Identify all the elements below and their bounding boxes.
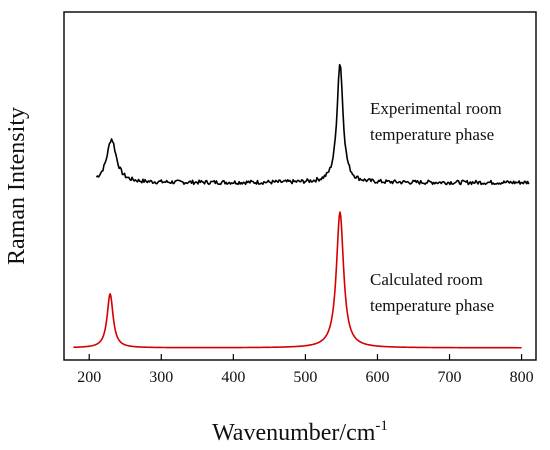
x-axis-ticks (88, 354, 523, 360)
series-line-calculated (73, 211, 522, 349)
x-tick-label: 700 (438, 369, 462, 386)
series-line-experimental (95, 63, 530, 186)
annotation-experimental-line1: Experimental room (370, 99, 502, 118)
x-tick-label: 800 (510, 369, 534, 386)
x-axis-label-superscript: -1 (375, 418, 388, 434)
x-tick-label: 300 (149, 369, 173, 386)
annotation-experimental-line2: temperature phase (370, 125, 494, 144)
x-tick-label: 400 (221, 369, 245, 386)
series-group (73, 63, 530, 349)
plot-frame (63, 11, 537, 361)
annotation-calculated-line2: temperature phase (370, 296, 494, 315)
x-axis-label-text: Wavenumber/cm (212, 420, 376, 446)
x-axis-tick-labels: 200 300 400 500 600 700 800 (77, 369, 533, 386)
x-axis-label: Wavenumber/cm-1 (212, 418, 388, 446)
x-tick-label: 200 (77, 369, 101, 386)
x-tick-label: 500 (293, 369, 317, 386)
x-tick-label: 600 (365, 369, 389, 386)
annotation-calculated-line1: Calculated room (370, 270, 483, 289)
y-axis-label: Raman Intensity (4, 107, 30, 265)
